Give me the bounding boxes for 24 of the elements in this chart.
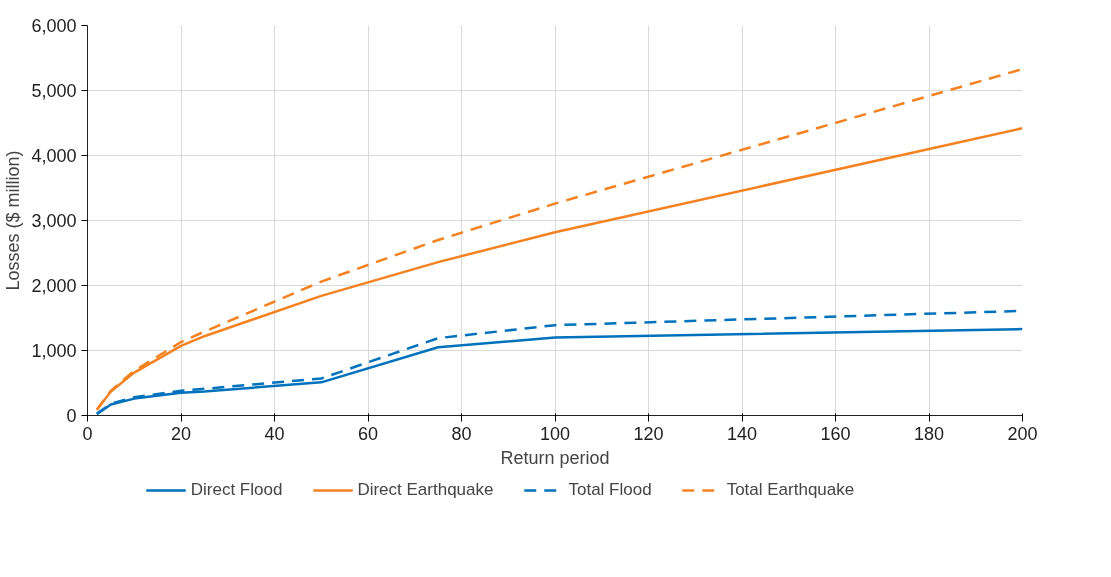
y-tick-label: 3,000 [31, 211, 77, 231]
legend-label: Total Flood [568, 480, 652, 500]
x-tick-label: 140 [726, 423, 758, 444]
y-tick-label: 2,000 [31, 276, 77, 296]
y-tick-label: 6,000 [31, 16, 77, 36]
x-tick-label: 160 [820, 423, 851, 444]
legend-label: Total Earthquake [726, 480, 855, 500]
x-tick-label: 100 [539, 423, 571, 444]
x-tick-label: 0 [82, 423, 93, 444]
x-tick-label: 40 [264, 423, 285, 444]
x-tick-label: 20 [170, 423, 192, 444]
legend-label: Direct Earthquake [357, 480, 494, 500]
y-tick-label: 4,000 [31, 146, 77, 166]
x-axis-title: Return period [500, 447, 610, 468]
y-axis-title: Losses ($ million) [3, 150, 24, 291]
y-tick-label: 5,000 [31, 81, 77, 101]
x-tick-label: 120 [633, 423, 664, 444]
x-tick-label: 200 [1007, 423, 1038, 444]
x-tick-label: 180 [913, 423, 945, 444]
legend-label: Direct Flood [190, 480, 283, 500]
y-tick-label: 0 [66, 406, 77, 426]
x-tick-label: 80 [451, 423, 472, 444]
y-tick-label: 1,000 [31, 341, 77, 361]
x-tick-label: 60 [357, 423, 379, 444]
